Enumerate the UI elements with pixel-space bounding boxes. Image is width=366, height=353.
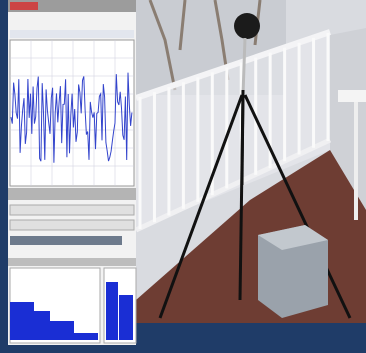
balcony-photo <box>134 0 366 323</box>
bar <box>106 282 118 340</box>
bar <box>119 295 133 340</box>
title-mark <box>10 2 38 10</box>
separator <box>8 188 136 200</box>
table-top <box>338 90 366 102</box>
trees <box>148 0 262 91</box>
signal-line <box>10 72 133 163</box>
row <box>9 219 135 231</box>
mast <box>241 37 247 96</box>
software-panel <box>8 0 137 345</box>
bar <box>74 333 98 340</box>
microphone-sphere <box>234 13 260 39</box>
tripod <box>158 89 352 319</box>
case <box>258 225 328 318</box>
title-bar <box>8 0 136 12</box>
toolbar <box>10 30 134 38</box>
separator <box>8 258 136 266</box>
bar <box>26 311 50 340</box>
case-top <box>258 225 328 250</box>
bar <box>50 321 74 340</box>
value-strip <box>10 236 122 245</box>
row <box>9 204 135 216</box>
